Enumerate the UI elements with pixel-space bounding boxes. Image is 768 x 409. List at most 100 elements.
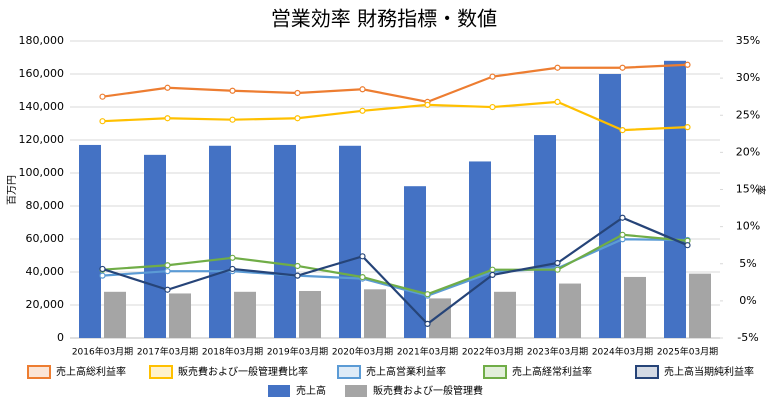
- line-marker: [164, 268, 171, 275]
- line-marker: [554, 259, 561, 267]
- bar: [599, 74, 621, 338]
- legend-swatch: [337, 365, 361, 379]
- line-marker: [359, 274, 366, 281]
- line-marker: [684, 61, 691, 68]
- y2-axis-label: 率: [754, 185, 767, 195]
- line-marker: [164, 286, 171, 293]
- x-tick-label: 2017年03月期: [137, 346, 198, 358]
- line-marker: [619, 127, 626, 134]
- bar: [144, 154, 166, 338]
- y-tick-label: 20,000: [26, 298, 65, 311]
- legend-swatch: [27, 365, 51, 379]
- line: [102, 63, 688, 104]
- line-marker: [489, 266, 496, 273]
- legend-label: 売上高当期純利益率: [664, 365, 754, 378]
- y2-tick-label: 35%: [736, 34, 760, 47]
- y-tick-label: 180,000: [19, 34, 65, 47]
- bar: [404, 186, 426, 338]
- line: [102, 238, 688, 297]
- y2-tick-label: 0%: [739, 294, 756, 307]
- line-marker: [164, 262, 171, 269]
- line-marker: [424, 320, 431, 327]
- y-tick-label: 0: [57, 331, 64, 344]
- x-tick-label: 2018年03月期: [202, 346, 263, 358]
- x-tick-label: 2016年03月期: [72, 346, 133, 358]
- line-marker: [99, 265, 106, 273]
- line: [102, 100, 688, 132]
- y2-tick-label: 10%: [736, 220, 760, 233]
- chart-title: 営業効率 財務指標・数値: [271, 7, 497, 31]
- bar: [364, 289, 386, 338]
- line-marker: [359, 86, 366, 93]
- y-tick-label: 100,000: [19, 166, 65, 179]
- legend-swatch: [635, 365, 659, 379]
- line-marker: [619, 231, 626, 238]
- line-marker: [684, 242, 691, 249]
- line-marker: [554, 98, 561, 105]
- x-tick-label: 2020年03月期: [332, 346, 393, 358]
- bar: [494, 291, 516, 338]
- legend-label: 売上高経常利益率: [512, 365, 592, 378]
- bar: [689, 273, 711, 338]
- line-marker: [489, 271, 496, 278]
- line-marker: [619, 214, 626, 221]
- line-marker: [554, 266, 561, 273]
- y2-tick-label: 25%: [736, 108, 760, 121]
- y-tick-label: 60,000: [26, 232, 65, 245]
- line-marker: [424, 291, 431, 298]
- bar: [234, 291, 256, 338]
- line-marker: [619, 64, 626, 71]
- bar: [469, 161, 491, 338]
- line: [102, 233, 688, 296]
- bar: [429, 298, 451, 338]
- legend-swatch: [149, 365, 173, 379]
- line-marker: [99, 93, 106, 100]
- legend-label: 販売費および一般管理費: [373, 384, 483, 397]
- x-tick-label: 2023年03月期: [527, 346, 588, 358]
- bar: [624, 276, 646, 338]
- line-marker: [294, 89, 301, 97]
- line-marker: [554, 64, 561, 71]
- bar: [664, 60, 686, 339]
- line-marker: [489, 73, 496, 80]
- bar: [534, 135, 556, 338]
- line-marker: [359, 253, 366, 260]
- line-marker: [229, 116, 236, 123]
- x-tick-label: 2024年03月期: [592, 346, 653, 358]
- legend-label: 販売費および一般管理費比率: [178, 365, 308, 378]
- y-tick-label: 120,000: [19, 133, 65, 146]
- legend-label: 売上高営業利益率: [366, 365, 446, 378]
- y2-tick-label: 30%: [736, 71, 760, 84]
- legend-swatch: [483, 365, 507, 379]
- line: [102, 216, 688, 326]
- y-tick-label: 80,000: [26, 199, 65, 212]
- line-marker: [99, 272, 106, 279]
- x-tick-label: 2021年03月期: [397, 346, 458, 358]
- bar: [104, 291, 126, 338]
- line-marker: [164, 84, 171, 91]
- y2-tick-label: -5%: [737, 331, 758, 344]
- bar: [299, 290, 321, 338]
- line-marker: [164, 115, 171, 122]
- y2-tick-label: 15%: [736, 183, 760, 196]
- bar: [209, 145, 231, 338]
- y2-tick-label: 20%: [736, 145, 760, 158]
- line-marker: [489, 103, 496, 111]
- y-tick-label: 140,000: [19, 100, 65, 113]
- line-marker: [229, 254, 236, 261]
- x-tick-label: 2022年03月期: [462, 346, 523, 358]
- y-tick-label: 40,000: [26, 265, 65, 278]
- legend-label: 売上高: [296, 384, 326, 397]
- y2-tick-label: 5%: [739, 257, 756, 270]
- legend-swatch: [345, 385, 367, 397]
- legend-label: 売上高総利益率: [56, 365, 126, 378]
- bar: [79, 144, 101, 338]
- x-tick-label: 2019年03月期: [267, 346, 328, 358]
- line-marker: [359, 107, 366, 114]
- bar: [339, 145, 361, 338]
- line-marker: [684, 124, 691, 131]
- y-axis-label: 百万円: [6, 175, 18, 205]
- line-marker: [424, 101, 431, 108]
- x-tick-label: 2025年03月期: [657, 346, 718, 358]
